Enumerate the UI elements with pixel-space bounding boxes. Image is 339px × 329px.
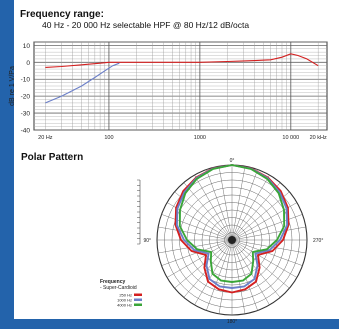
freq-y-axis-label: dB re 1 V/Pa (9, 66, 16, 106)
polar-grid-spoke (231, 174, 270, 241)
freq-series-line-1 (45, 62, 120, 104)
freq-y-tick-label: 10 (23, 43, 31, 50)
polar-legend-subtitle: - Super-Cardioid (100, 285, 137, 291)
polar-grid-spoke (218, 239, 233, 314)
polar-angle-label: 90° (143, 238, 151, 244)
polar-grid-spoke (174, 239, 233, 289)
freq-x-tick-label: 20 Hz (38, 135, 53, 141)
polar-grid-spoke (231, 239, 298, 278)
polar-legend-swatch (134, 298, 142, 301)
freq-x-tick-label: 1000 (194, 135, 206, 141)
freq-x-tick-label: 100 (104, 135, 113, 141)
polar-angle-label: 270° (313, 238, 323, 244)
polar-legend-title: Frequency (100, 279, 126, 285)
polar-grid-spoke (161, 214, 233, 241)
freq-x-tick-label: 10 000 (282, 135, 299, 141)
polar-series-2 (178, 164, 286, 283)
freq-y-tick-label: 0 (26, 60, 30, 67)
polar-angle-label: 180° (227, 319, 237, 325)
polar-legend-label: 250 Hz (119, 293, 132, 298)
bottom-blue-frame (0, 319, 339, 329)
polar-grid-spoke (206, 239, 233, 311)
polar-legend-label: 1000 Hz (117, 298, 132, 303)
left-blue-frame (0, 0, 14, 329)
polar-grid-spoke (231, 239, 246, 314)
polar-grid-spoke (231, 166, 246, 241)
polar-legend-swatch (134, 293, 142, 296)
polar-grid-spoke (183, 182, 233, 241)
freq-y-tick-label: -10 (21, 77, 31, 84)
freq-series-line-0 (45, 53, 319, 68)
polar-grid-spoke (231, 239, 290, 289)
polar-legend-label: 4000 Hz (117, 303, 132, 308)
polar-grid-spoke (158, 226, 233, 241)
polar-grid-spoke (231, 182, 281, 241)
polar-grid-spoke (231, 169, 258, 241)
polar-series-1 (175, 164, 289, 289)
polar-grid-spoke (206, 169, 233, 241)
freq-y-tick-label: -40 (21, 128, 31, 135)
polar-center-dot (228, 236, 236, 244)
polar-grid-spoke (166, 239, 233, 278)
polar-pattern-title: Polar Pattern (21, 152, 84, 163)
polar-series-0 (174, 164, 290, 294)
polar-angle-label: 0° (230, 158, 235, 164)
polar-grid-spoke (231, 226, 306, 241)
polar-grid-spoke (231, 239, 258, 311)
polar-grid-spoke (194, 174, 233, 241)
freq-y-tick-label: -30 (21, 111, 31, 118)
freq-x-tick-label: 20 kHz (310, 135, 327, 141)
frequency-range-subtitle: 40 Hz - 20 000 Hz selectable HPF @ 80 Hz… (42, 20, 250, 30)
polar-grid-spoke (231, 214, 303, 241)
frequency-range-title: Frequency range: (20, 9, 104, 20)
polar-grid-spoke (218, 166, 233, 241)
polar-legend-swatch (134, 303, 142, 306)
freq-y-tick-label: -20 (21, 94, 31, 101)
